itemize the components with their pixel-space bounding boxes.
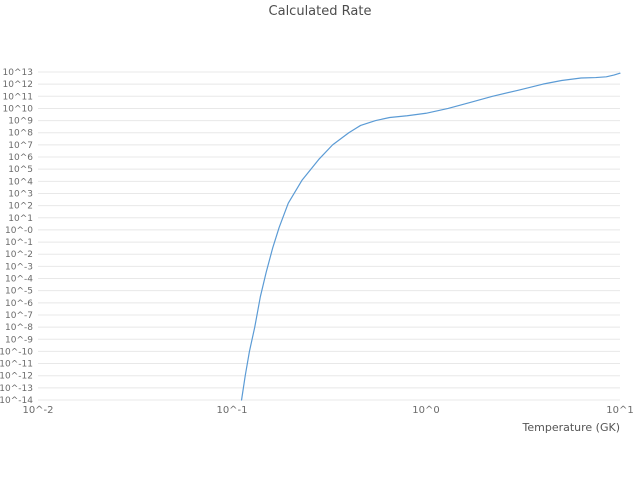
y-tick-label: 10^7 bbox=[8, 141, 33, 151]
x-tick-label: 10^0 bbox=[412, 405, 439, 416]
x-tick-label: 10^-1 bbox=[216, 405, 247, 416]
y-tick-label: 10^-1 bbox=[5, 238, 33, 248]
y-tick-label: 10^-10 bbox=[0, 347, 33, 357]
x-tick-label: 10^1 bbox=[606, 405, 633, 416]
y-tick-label: 10^5 bbox=[8, 165, 33, 175]
y-tick-label: 10^3 bbox=[8, 189, 33, 199]
y-tick-label: 10^13 bbox=[3, 68, 33, 78]
y-tick-label: 10^11 bbox=[3, 92, 33, 102]
y-tick-label: 10^6 bbox=[8, 153, 33, 163]
y-tick-label: 10^-2 bbox=[5, 250, 33, 260]
y-tick-label: 10^9 bbox=[8, 117, 33, 127]
y-tick-label: 10^-13 bbox=[0, 384, 33, 394]
y-tick-label: 10^-4 bbox=[5, 275, 33, 285]
y-tick-label: 10^-7 bbox=[5, 311, 33, 321]
y-tick-label: 10^-8 bbox=[5, 323, 33, 333]
y-tick-label: 10^8 bbox=[8, 129, 33, 139]
y-tick-label: 10^-5 bbox=[5, 287, 33, 297]
y-tick-label: 10^-12 bbox=[0, 372, 33, 382]
y-tick-label: 10^1 bbox=[8, 214, 33, 224]
y-tick-label: 10^10 bbox=[3, 104, 34, 114]
y-tick-label: 10^2 bbox=[8, 202, 33, 212]
y-tick-label: 10^-9 bbox=[5, 335, 33, 345]
y-tick-label: 10^-11 bbox=[0, 360, 33, 370]
chart-title: Calculated Rate bbox=[268, 4, 372, 19]
y-tick-label: 10^-3 bbox=[5, 262, 33, 272]
y-tick-label: 10^4 bbox=[8, 177, 33, 187]
series-line-calculated-rate bbox=[240, 72, 621, 401]
x-tick-label: 10^-2 bbox=[22, 405, 53, 416]
x-axis-label: Temperature (GK) bbox=[522, 421, 621, 434]
y-tick-label: 10^-0 bbox=[5, 226, 33, 236]
y-tick-label: 10^-6 bbox=[5, 299, 33, 309]
y-tick-label: 10^12 bbox=[3, 80, 33, 90]
y-tick-label: 10^-14 bbox=[0, 396, 33, 406]
